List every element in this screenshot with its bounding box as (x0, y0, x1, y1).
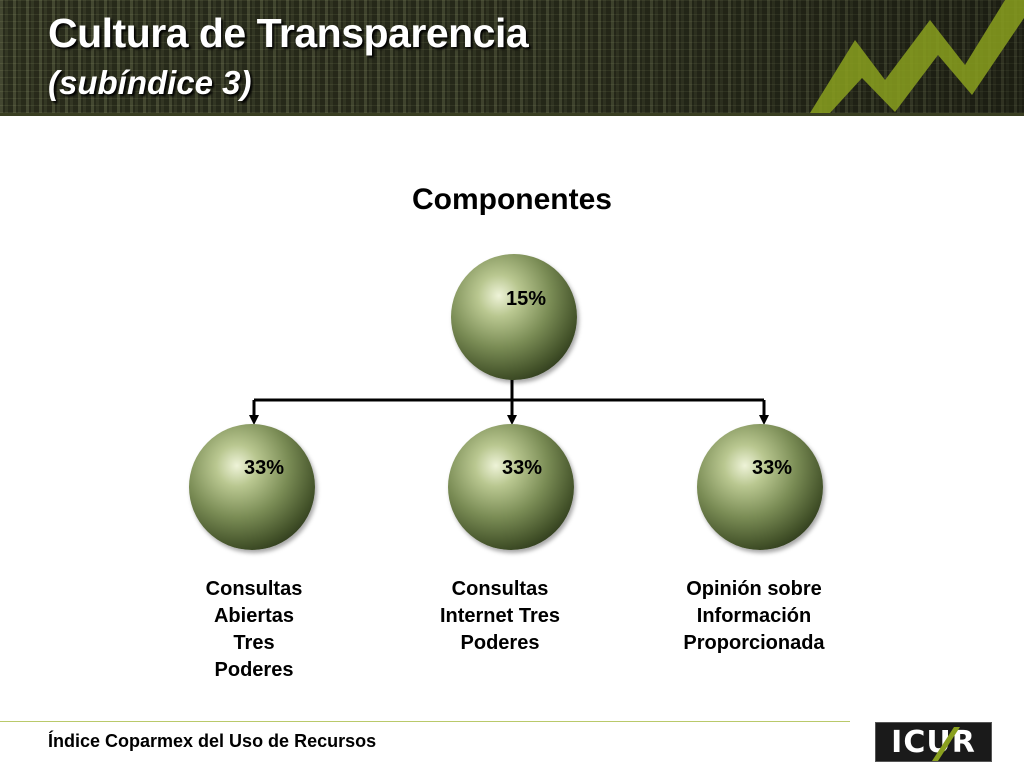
label-line: Opinión sobre (686, 578, 822, 600)
label-line: Información (696, 605, 812, 627)
header-divider (0, 113, 1024, 116)
label-line: Abiertas (213, 605, 295, 627)
label-line: Tres (233, 632, 275, 654)
node-label-consultas-abiertas: Consultas Abiertas Tres Poderes (164, 576, 344, 684)
child-percentage: 33% (244, 457, 285, 479)
child-percentage: 33% (502, 457, 543, 479)
root-percentage: 15% (506, 288, 547, 310)
label-line: Internet Tres (439, 605, 561, 627)
logo-accent-slash (932, 727, 960, 761)
child-sphere-node (448, 424, 574, 550)
trend-zigzag-graphic (810, 0, 1024, 113)
label-line: Proporcionada (683, 632, 825, 654)
label-line: Consultas (451, 578, 549, 600)
child-percentage: 33% (752, 457, 793, 479)
logo-text: ICUR (891, 724, 976, 760)
icur-logo: ICUR (875, 722, 992, 762)
page-title: Cultura de Transparencia (48, 10, 529, 56)
child-sphere-node (697, 424, 823, 550)
diagram-title: Componentes (411, 183, 612, 216)
node-label-consultas-internet: Consultas Internet Tres Poderes (410, 576, 590, 657)
label-line: Poderes (214, 659, 294, 681)
header-banner: Cultura de Transparencia (subíndice 3) (0, 0, 1024, 113)
root-sphere-node (451, 254, 577, 380)
label-line: Consultas (205, 578, 303, 600)
footer-caption: Índice Coparmex del Uso de Recursos (48, 731, 377, 751)
node-label-opinion: Opinión sobre Información Proporcionada (664, 576, 844, 657)
page-subtitle: (subíndice 3) (48, 64, 252, 101)
footer-divider (0, 721, 850, 722)
child-sphere-node (189, 424, 315, 550)
label-line: Poderes (460, 632, 540, 654)
